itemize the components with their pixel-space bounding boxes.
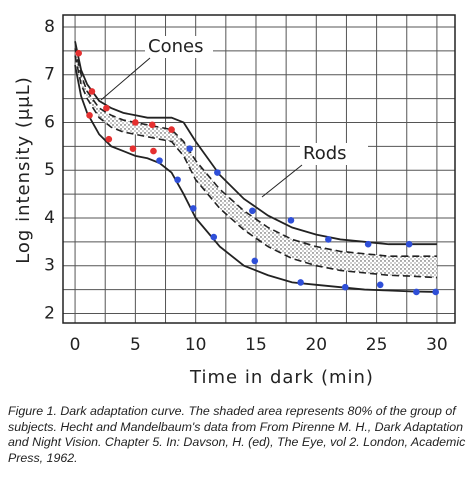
plot-frame <box>62 14 456 324</box>
data-point <box>214 169 221 176</box>
data-point <box>105 135 113 143</box>
annotation-bg <box>145 36 213 58</box>
y-tick-label: 2 <box>44 303 55 323</box>
y-axis-title: Log intensity (μμL) <box>13 76 34 264</box>
data-point <box>287 217 295 224</box>
data-point <box>325 236 332 243</box>
curve <box>74 41 437 246</box>
chart: Time in dark (min) Log intensity (μμL) 0… <box>13 14 456 388</box>
x-tick-label: 25 <box>366 335 388 355</box>
data-point <box>186 145 193 153</box>
shaded-band <box>75 48 437 278</box>
data-point <box>364 240 372 248</box>
data-point <box>432 288 440 296</box>
data-point <box>132 119 139 126</box>
data-point <box>376 281 384 289</box>
data-point <box>413 288 420 296</box>
data-point <box>168 126 175 133</box>
data-point <box>150 147 157 155</box>
annotation: Rods <box>303 143 347 164</box>
x-tick-label: 0 <box>70 335 81 355</box>
data-point <box>148 121 156 129</box>
dashed-curve <box>74 55 437 279</box>
y-tick-label: 6 <box>44 112 55 132</box>
data-point <box>86 111 93 119</box>
data-point <box>297 279 304 286</box>
x-tick-label: 5 <box>130 335 141 355</box>
data-point <box>341 283 349 291</box>
data-point <box>88 88 96 95</box>
data-point <box>210 233 218 241</box>
data-point <box>249 207 256 215</box>
y-tick-label: 8 <box>44 17 55 37</box>
annotation-leader <box>100 57 151 101</box>
data-point <box>75 49 82 57</box>
data-point <box>156 157 163 164</box>
x-axis-title: Time in dark (min) <box>189 367 374 388</box>
data-point <box>251 257 259 265</box>
caption: Figure 1. Dark adaptation curve. The sha… <box>8 404 466 465</box>
data-point <box>129 145 137 153</box>
x-tick-label: 15 <box>245 335 267 355</box>
data-point <box>189 205 197 212</box>
y-tick-label: 5 <box>44 160 55 180</box>
data-point <box>174 176 181 184</box>
x-tick-label: 20 <box>305 335 327 355</box>
data-point <box>103 104 110 112</box>
data-point <box>405 240 413 248</box>
y-tick-label: 3 <box>44 256 55 276</box>
annotation-bg <box>300 143 368 165</box>
annotation: Cones <box>148 36 203 57</box>
curve <box>74 64 437 293</box>
annotation-leader <box>261 164 303 198</box>
y-tick-label: 7 <box>44 65 55 85</box>
x-tick-label: 30 <box>426 335 448 355</box>
y-tick-label: 4 <box>44 208 55 228</box>
x-tick-label: 10 <box>185 335 207 355</box>
